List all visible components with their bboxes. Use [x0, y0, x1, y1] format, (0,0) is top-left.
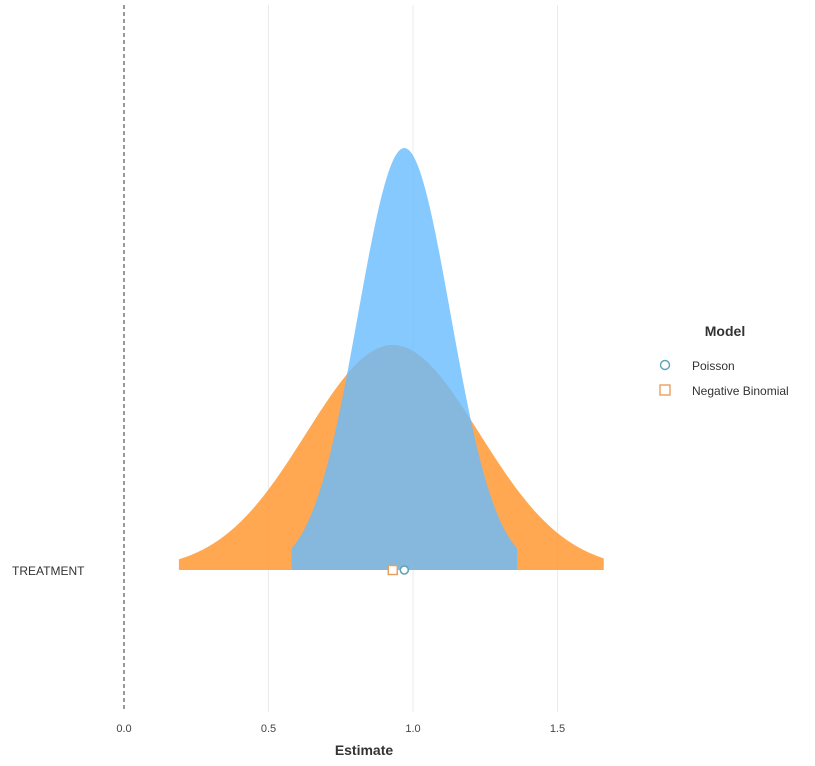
density-poisson: [291, 148, 518, 570]
x-axis-title: Estimate: [335, 742, 394, 758]
legend-square-icon: [659, 384, 671, 396]
estimate-marker-poisson: [399, 565, 410, 575]
x-tick-label-0: 0.0: [116, 723, 131, 735]
legend-item-negative-binomial: Negative Binomial: [659, 384, 789, 398]
legend-circle-icon: [659, 359, 671, 371]
y-category-label: TREATMENT: [12, 564, 85, 578]
legend-label-negative-binomial: Negative Binomial: [692, 384, 789, 398]
legend-label-poisson: Poisson: [692, 359, 735, 373]
estimate-marker-negative-binomial: [387, 564, 399, 576]
legend-item-poisson: Poisson: [659, 359, 735, 373]
x-tick-label-1: 1.0: [405, 723, 420, 735]
x-tick-label-1-5: 1.5: [550, 723, 565, 735]
density-layer: [178, 148, 604, 570]
legend: Model Poisson Negative Binomial: [659, 323, 789, 398]
marker-layer: [387, 564, 410, 576]
axis-layer: TREATMENT Estimate 0.0 0.5 1.0 1.5: [12, 564, 565, 758]
x-tick-label-0-5: 0.5: [261, 723, 276, 735]
legend-title: Model: [705, 323, 745, 339]
grid-layer: [123, 5, 558, 712]
